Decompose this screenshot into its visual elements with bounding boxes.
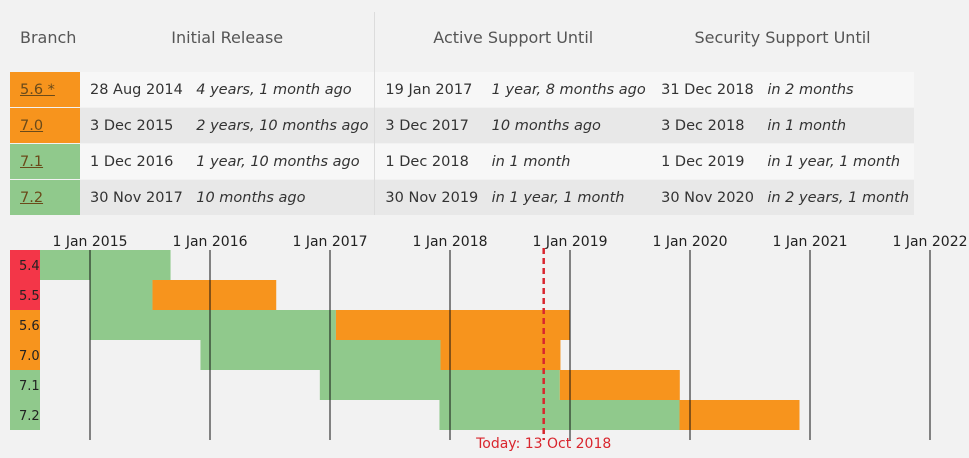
security-date: 3 Dec 2018 [651,107,758,144]
branch-label-5-5: 5.5 [19,289,40,304]
support-timeline-chart: 5.4 5.5 5.6 7.0 7.1 7.2 1 Jan 2015 1 Jan 2016 1 … [0,220,969,458]
branch-link-7-1[interactable]: 7.1 [20,153,44,170]
initial-date: 3 Dec 2015 [80,107,187,144]
branch-label-5-6: 5.6 [19,319,40,334]
active-support-bar-7-1 [319,370,560,400]
table-row: 7.1 1 Dec 2016 1 year, 10 months ago 1 D… [10,143,914,180]
active-date: 3 Dec 2017 [374,107,482,144]
table-row: 7.2 30 Nov 2017 10 months ago 30 Nov 201… [10,179,914,215]
header-branch: Branch [10,12,80,72]
supported-versions-table: Branch Initial Release Active Support Un… [10,12,914,215]
initial-relative: 2 years, 10 months ago [186,107,376,144]
initial-relative: 1 year, 10 months ago [186,143,376,180]
security-support-bar-5-6 [335,310,570,340]
table-row: 5.6 * 28 Aug 2014 4 years, 1 month ago 1… [10,72,914,108]
table-header-row: Branch Initial Release Active Support Un… [10,12,914,72]
active-support-bar-5-5 [90,280,153,310]
active-date: 30 Nov 2019 [374,179,482,215]
branch-cell: 7.1 [10,143,80,180]
header-security-support: Security Support Until [651,12,914,72]
branch-label-7-1: 7.1 [19,379,40,394]
active-relative: 1 year, 8 months ago [481,72,652,108]
security-date: 30 Nov 2020 [651,179,758,215]
active-support-bar-7-0 [200,340,441,370]
branch-label-bg-5-4 [10,250,40,280]
security-relative: in 2 years, 1 month [757,179,914,215]
active-support-bar-5-6 [90,310,336,340]
branch-cell: 7.0 [10,107,80,144]
today-label: Today: 13 Oct 2018 [475,436,611,452]
year-tick-label: 1 Jan 2020 [652,234,727,250]
security-support-bar-7-0 [440,340,561,370]
year-tick-label: 1 Jan 2022 [892,234,967,250]
initial-date: 1 Dec 2016 [80,143,187,180]
branch-label-7-2: 7.2 [19,409,40,424]
branch-label-7-0: 7.0 [19,349,40,364]
initial-relative: 4 years, 1 month ago [186,72,376,108]
year-tick-label: 1 Jan 2017 [292,234,367,250]
initial-relative: 10 months ago [186,179,376,215]
branch-cell: 7.2 [10,179,80,215]
branch-label-bg-5-6 [10,310,40,340]
security-relative: in 1 year, 1 month [757,143,914,180]
active-relative: in 1 month [481,143,652,180]
branch-label-bg-7-1 [10,370,40,400]
branch-link-7-0[interactable]: 7.0 [20,117,44,134]
year-tick-label: 1 Jan 2019 [532,234,607,250]
active-support-bar-7-2 [439,400,680,430]
header-active-support: Active Support Until [374,12,652,72]
security-support-bar-5-5 [152,280,277,310]
security-relative: in 2 months [757,72,914,108]
branch-label-5-4: 5.4 [19,259,40,274]
security-support-bar-7-2 [679,400,800,430]
initial-date: 30 Nov 2017 [80,179,187,215]
active-date: 19 Jan 2017 [374,72,482,108]
active-relative: in 1 year, 1 month [481,179,652,215]
header-initial-release: Initial Release [80,12,376,72]
branch-link-5-6[interactable]: 5.6 * [20,81,55,98]
active-support-bar-5-4 [29,250,171,280]
security-relative: in 1 month [757,107,914,144]
active-relative: 10 months ago [481,107,652,144]
security-support-bar-7-1 [559,370,680,400]
table-row: 7.0 3 Dec 2015 2 years, 10 months ago 3 … [10,107,914,144]
initial-date: 28 Aug 2014 [80,72,187,108]
branch-label-bg-7-0 [10,340,40,370]
security-date: 31 Dec 2018 [651,72,758,108]
branch-label-bg-5-5 [10,280,40,310]
timeline-svg: 5.4 5.5 5.6 7.0 7.1 7.2 1 Jan 2015 1 Jan 2016 1 … [10,234,968,452]
branch-cell: 5.6 * [10,72,80,108]
security-date: 1 Dec 2019 [651,143,758,180]
active-date: 1 Dec 2018 [374,143,482,180]
year-tick-label: 1 Jan 2015 [52,234,127,250]
branch-link-7-2[interactable]: 7.2 [20,189,44,206]
year-tick-label: 1 Jan 2016 [172,234,247,250]
year-tick-label: 1 Jan 2018 [412,234,487,250]
year-tick-label: 1 Jan 2021 [772,234,847,250]
branch-label-bg-7-2 [10,400,40,430]
